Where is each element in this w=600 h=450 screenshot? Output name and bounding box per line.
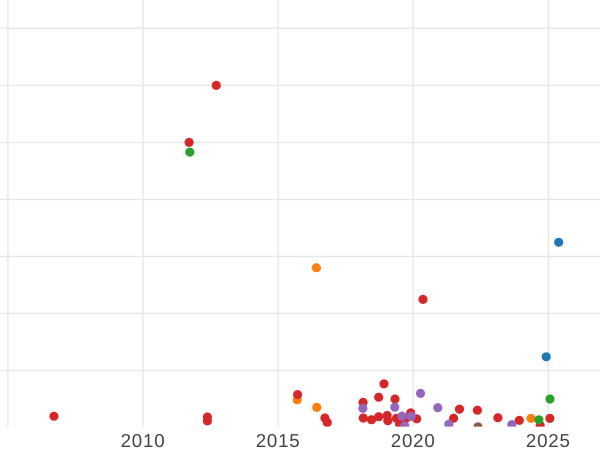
svg-text:2025: 2025	[526, 430, 571, 450]
svg-text:2015: 2015	[256, 430, 301, 450]
svg-text:2020: 2020	[391, 430, 436, 450]
svg-text:2010: 2010	[121, 430, 166, 450]
